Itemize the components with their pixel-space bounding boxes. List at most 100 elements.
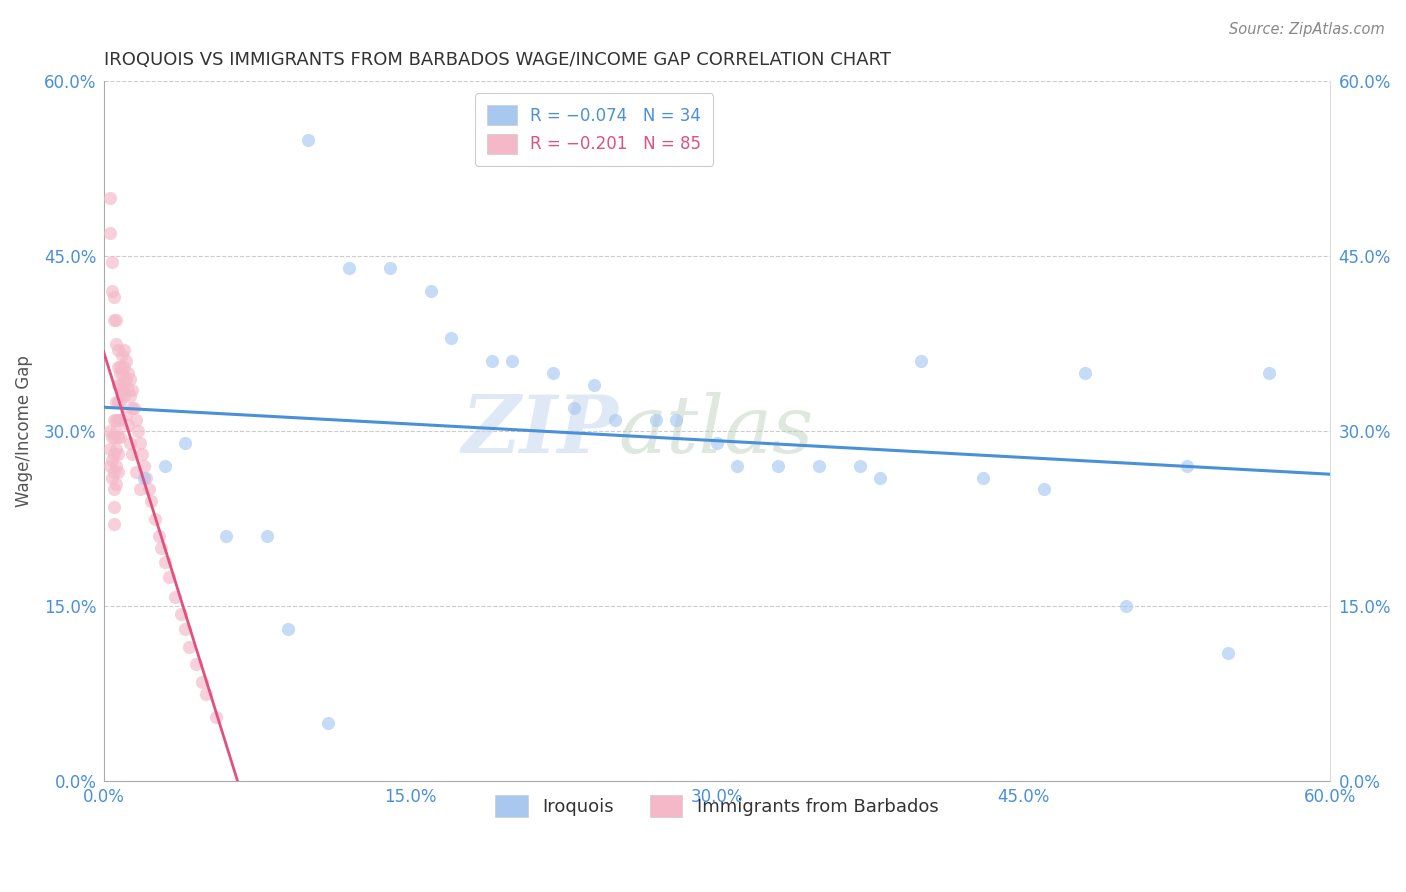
Point [583,377,606,392]
Point [1115,599,1137,613]
Point [562,401,585,415]
Point [104,336,127,351]
Point [125,465,148,479]
Point [318,715,340,730]
Point [107,395,129,409]
Point [139,494,162,508]
Point [297,133,319,147]
Point [149,541,172,555]
Point [112,377,135,392]
Point [165,590,187,604]
Point [104,313,127,327]
Point [104,424,127,438]
Point [103,483,125,497]
Point [1216,646,1239,660]
Point [108,395,131,409]
Point [1175,459,1198,474]
Point [603,412,626,426]
Text: atlas: atlas [619,392,814,470]
Point [115,372,138,386]
Point [117,366,139,380]
Point [120,372,142,386]
Point [112,359,135,374]
Point [104,395,127,409]
Point [98,442,121,456]
Point [107,412,129,426]
Point [135,471,157,485]
Point [125,412,148,426]
Point [194,687,217,701]
Point [1257,366,1279,380]
Point [138,483,160,497]
Point [129,483,152,497]
Point [108,359,131,374]
Point [127,424,149,438]
Point [112,343,135,357]
Point [910,354,932,368]
Point [111,348,134,362]
Point [131,448,153,462]
Point [115,407,138,421]
Point [184,657,207,672]
Point [111,384,134,398]
Point [766,459,789,474]
Point [98,226,121,240]
Point [501,354,523,368]
Point [122,401,145,415]
Text: ZIP: ZIP [461,392,619,470]
Point [134,471,156,485]
Point [98,424,121,438]
Point [543,366,565,380]
Point [644,412,666,426]
Point [153,555,176,569]
Point [103,430,125,444]
Point [107,359,129,374]
Point [215,529,238,543]
Point [174,623,197,637]
Point [103,500,125,514]
Point [1033,483,1056,497]
Text: IROQUOIS VS IMMIGRANTS FROM BARBADOS WAGE/INCOME GAP CORRELATION CHART: IROQUOIS VS IMMIGRANTS FROM BARBADOS WAG… [104,51,890,69]
Point [121,401,143,415]
Point [103,517,125,532]
Point [104,459,127,474]
Point [337,260,360,275]
Point [103,412,125,426]
Y-axis label: Wage/Income Gap: Wage/Income Gap [15,355,32,508]
Point [706,435,728,450]
Point [378,260,401,275]
Point [100,255,122,269]
Point [129,435,152,450]
Point [121,448,143,462]
Point [100,453,122,467]
Point [808,459,831,474]
Point [440,331,463,345]
Point [111,366,134,380]
Legend: Iroquois, Immigrants from Barbados: Iroquois, Immigrants from Barbados [488,788,946,824]
Point [107,430,129,444]
Point [108,430,131,444]
Point [108,412,131,426]
Point [103,290,125,304]
Point [108,377,131,392]
Point [103,465,125,479]
Point [665,412,688,426]
Point [107,343,129,357]
Point [104,442,127,456]
Point [107,377,129,392]
Point [117,418,139,433]
Point [108,366,131,380]
Point [100,285,122,299]
Point [143,511,166,525]
Point [419,285,441,299]
Point [190,674,212,689]
Point [277,623,299,637]
Point [115,354,138,368]
Point [256,529,278,543]
Point [103,448,125,462]
Point [120,435,142,450]
Point [100,430,122,444]
Point [117,384,139,398]
Point [170,607,193,622]
Point [121,384,143,398]
